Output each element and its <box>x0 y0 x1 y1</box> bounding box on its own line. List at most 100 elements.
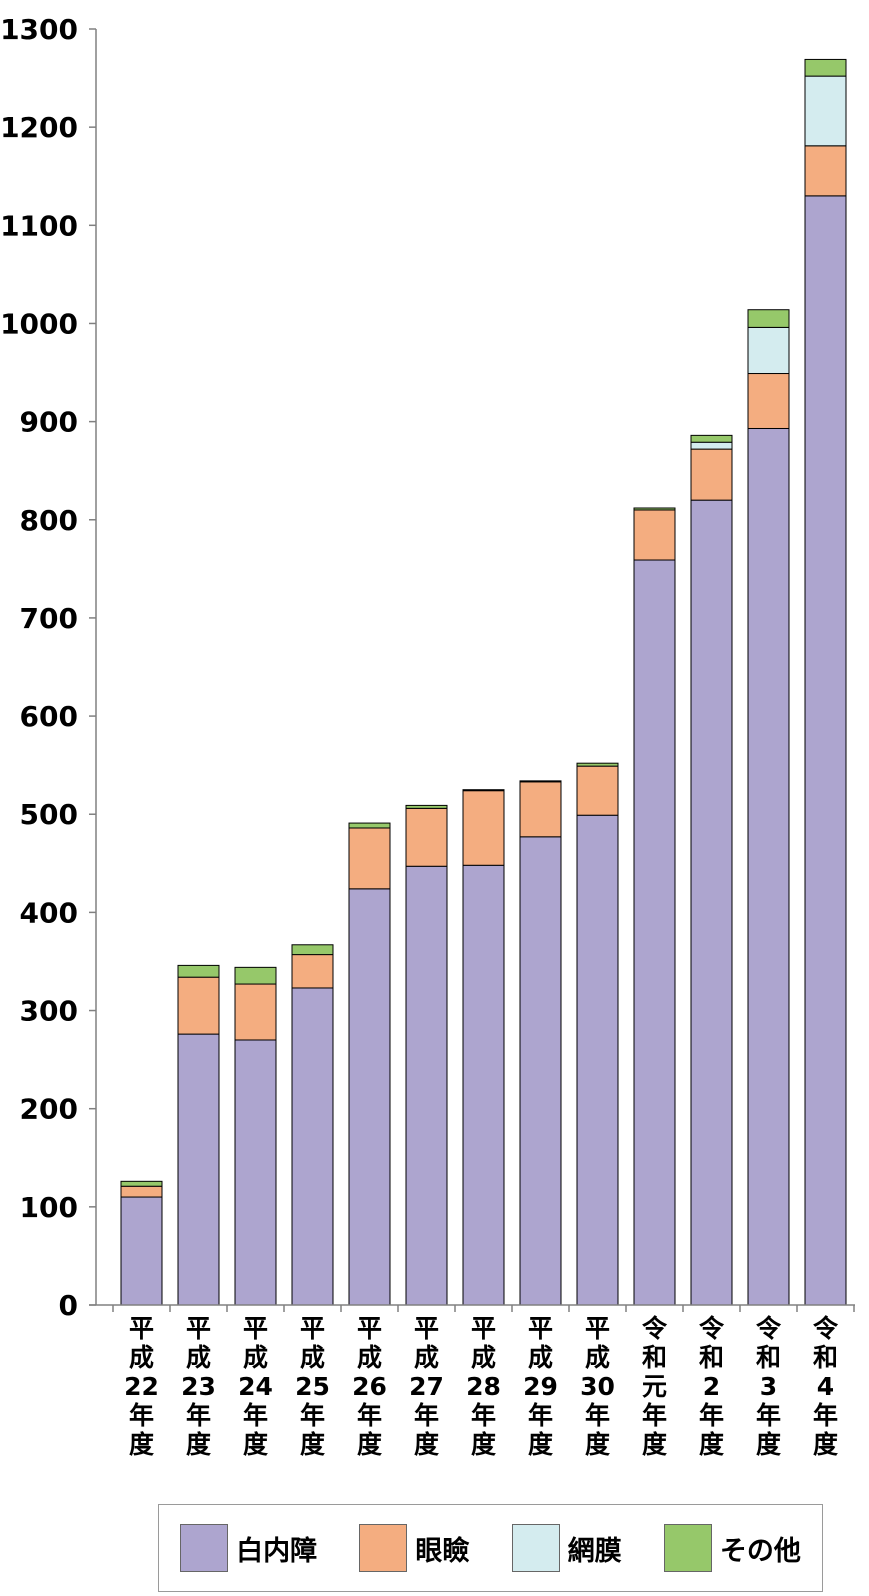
bar-segment <box>348 888 391 1306</box>
bar-segment <box>234 966 277 985</box>
bar-segment <box>234 983 277 1041</box>
y-tick-label: 300 <box>20 995 78 1028</box>
x-tick-label-line: 成 <box>300 1343 325 1372</box>
legend-label: 網膜 <box>567 1535 622 1567</box>
bar-segment <box>120 1180 163 1187</box>
x-tick-label-line: 30 <box>580 1372 615 1401</box>
x-tick-label-line: 成 <box>471 1343 496 1372</box>
legend-item: その他 <box>663 1524 801 1572</box>
x-tick-label-line: 年 <box>300 1401 325 1430</box>
y-tick-label: 500 <box>20 798 78 831</box>
bar-segment <box>462 864 505 1306</box>
x-tick-label-line: 和 <box>813 1343 838 1372</box>
stacked-bar-chart: 0 100 200 300 400 500 600 700 800 900 1000 1100 1200… <box>0 13 855 1459</box>
bar-segment <box>519 781 562 838</box>
x-tick-label-line: 年 <box>357 1401 382 1430</box>
bar-segment <box>291 944 334 956</box>
x-tick-label-line: 度 <box>642 1430 667 1459</box>
x-tick-label-line: 度 <box>414 1430 439 1459</box>
bar-segment <box>690 434 733 443</box>
x-tick-label-line: 度 <box>699 1430 724 1459</box>
bar-segment <box>462 790 505 866</box>
y-tick-label: 0 <box>59 1289 78 1322</box>
legend-swatch <box>180 1524 229 1572</box>
x-tick-label-line: 年 <box>756 1401 781 1430</box>
legend-label: その他 <box>719 1535 801 1567</box>
x-tick-label-line: 年 <box>585 1401 610 1430</box>
x-tick-label-line: 成 <box>357 1343 382 1372</box>
x-tick-label-line: 23 <box>181 1372 216 1401</box>
bars <box>120 58 847 1306</box>
bar-segment <box>747 326 790 375</box>
legend-swatch <box>511 1524 560 1572</box>
bar-segment <box>633 559 676 1306</box>
bar-segment <box>462 789 505 792</box>
x-tick-label-line: 成 <box>414 1343 439 1372</box>
x-tick-label-line: 平 <box>300 1314 325 1343</box>
y-tick-label: 100 <box>20 1191 78 1224</box>
legend-item: 白内障 <box>180 1524 317 1572</box>
x-tick-label-line: 22 <box>124 1372 159 1401</box>
bar-segment <box>804 145 847 197</box>
x-axis: 平成22年度平成23年度平成24年度平成25年度平成26年度平成27年度平成28… <box>89 1304 855 1459</box>
bar-segment <box>633 507 676 511</box>
y-axis: 0 100 200 300 400 500 600 700 800 900 1000 1100 1200… <box>0 13 97 1322</box>
x-tick-label-line: 和 <box>642 1343 667 1372</box>
x-tick-label-line: 平 <box>528 1314 553 1343</box>
bar-segment <box>177 1033 220 1306</box>
x-tick-label-line: 4 <box>817 1372 834 1401</box>
bar-segment <box>120 1185 163 1198</box>
x-tick-label-line: 和 <box>756 1343 781 1372</box>
bar-segment <box>120 1196 163 1306</box>
x-tick-label-line: 成 <box>243 1343 268 1372</box>
x-tick-label-line: 年 <box>528 1401 553 1430</box>
x-tick-label-line: 元 <box>642 1372 667 1401</box>
x-tick-label-line: 度 <box>300 1430 325 1459</box>
x-tick-label-line: 年 <box>699 1401 724 1430</box>
bar-segment <box>804 195 847 1306</box>
bar-segment <box>747 373 790 429</box>
bar-segment <box>177 964 220 978</box>
bar-segment <box>348 822 391 829</box>
x-tick-label-line: 令 <box>642 1314 668 1343</box>
x-tick-label-line: 平 <box>186 1314 211 1343</box>
y-tick-label: 700 <box>20 602 78 635</box>
x-tick-label-line: 令 <box>756 1314 782 1343</box>
legend-item: 眼瞼 <box>359 1524 469 1572</box>
x-tick-label-line: 度 <box>357 1430 382 1459</box>
x-tick-label-line: 平 <box>129 1314 154 1343</box>
x-tick-label-line: 年 <box>243 1401 268 1430</box>
x-tick-label-line: 2 <box>703 1372 720 1401</box>
x-tick-label-line: 年 <box>129 1401 154 1430</box>
legend: 白内障 眼瞼 網膜 その他 <box>158 1504 823 1592</box>
bar-segment <box>804 58 847 77</box>
bar-segment <box>804 75 847 147</box>
bar-segment <box>291 954 334 989</box>
bar-segment <box>690 448 733 501</box>
y-tick-label: 1000 <box>0 307 78 340</box>
x-tick-label-line: 27 <box>409 1372 444 1401</box>
x-tick-label-line: 平 <box>414 1314 439 1343</box>
bar-segment <box>747 427 790 1306</box>
x-tick-label-line: 平 <box>357 1314 382 1343</box>
y-tick-label: 900 <box>20 406 78 439</box>
x-tick-label-line: 令 <box>813 1314 839 1343</box>
y-tick-label: 1300 <box>0 13 78 46</box>
x-tick-label-line: 29 <box>523 1372 558 1401</box>
bar-segment <box>519 780 562 783</box>
x-tick-label-line: 令 <box>699 1314 725 1343</box>
bar-segment <box>405 807 448 867</box>
legend-swatch <box>663 1524 712 1572</box>
bar-segment <box>177 976 220 1035</box>
bar-segment <box>405 804 448 809</box>
y-tick-label: 1100 <box>0 209 78 242</box>
x-tick-label-line: 度 <box>129 1430 154 1459</box>
bar-segment <box>519 836 562 1306</box>
